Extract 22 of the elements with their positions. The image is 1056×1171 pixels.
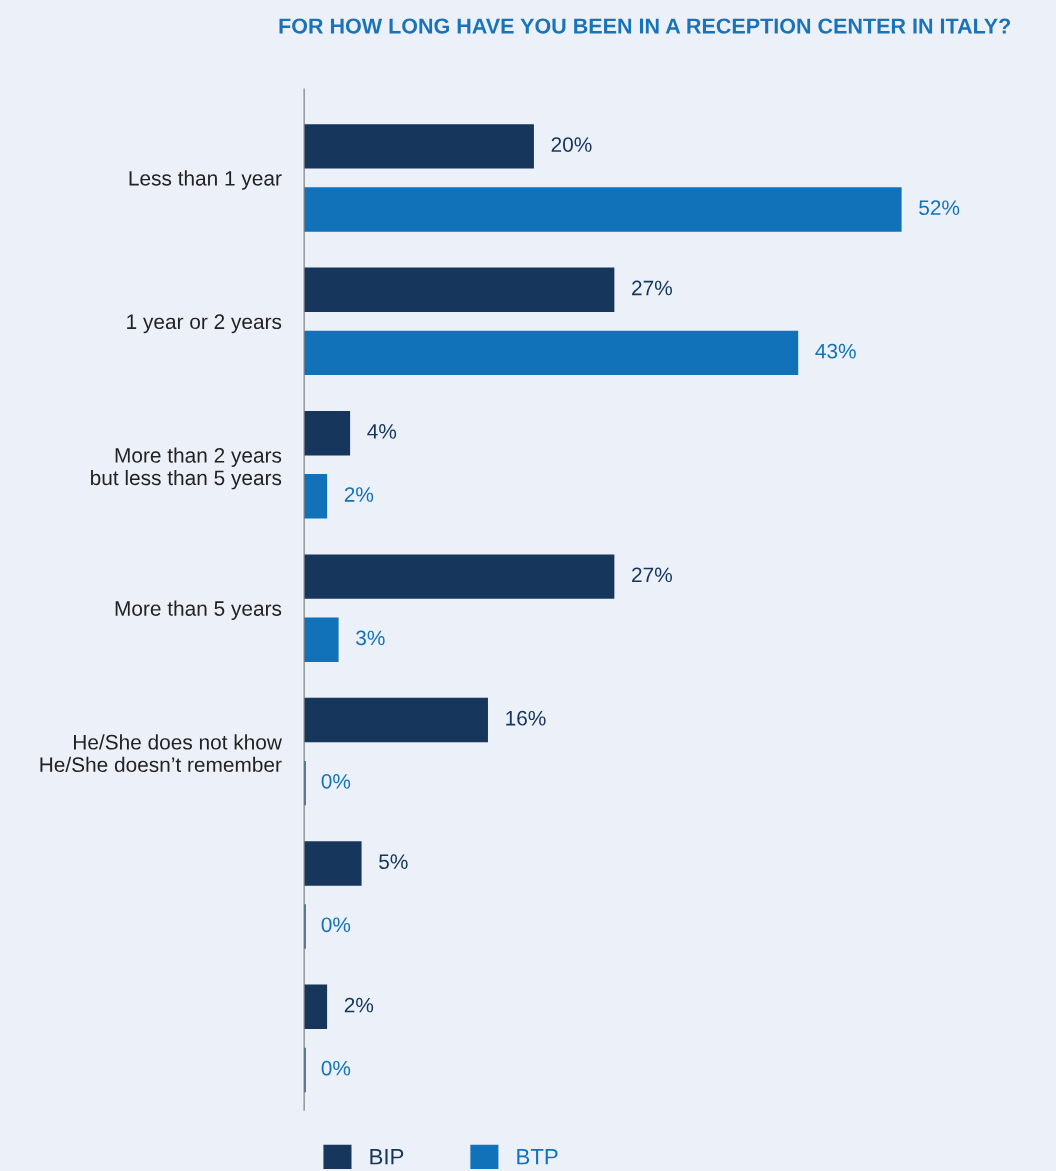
data-label: 0%: [321, 1060, 351, 1076]
chart-title: FOR HOW LONG HAVE YOU BEEN IN A RECEPTION CENTER IN ITALY?: [279, 18, 1011, 34]
y-tick-label: He/She does not khow He/She doesn’t remember: [40, 734, 282, 773]
data-label: 3%: [356, 630, 385, 646]
data-label: 20%: [551, 137, 592, 152]
legend-label: BTP: [517, 1149, 558, 1165]
y-tick-label: More than 5 years: [115, 600, 282, 621]
data-label: 43%: [815, 343, 856, 359]
y-tick-label: More than 2 years but less than 5 years: [91, 447, 282, 490]
data-label: 2%: [344, 487, 374, 502]
legend-label: BIP: [370, 1149, 404, 1165]
data-label: 16%: [506, 710, 546, 726]
data-label: 0%: [321, 773, 351, 789]
data-label: 52%: [919, 200, 960, 216]
data-label: 4%: [367, 424, 397, 439]
y-tick-label: Less than 1 year: [129, 170, 282, 190]
data-label: 5%: [379, 854, 408, 870]
data-label: 2%: [344, 997, 374, 1013]
data-label: 27%: [632, 280, 672, 296]
y-tick-label: 1 year or 2 years: [127, 314, 282, 334]
data-label: 0%: [321, 917, 351, 933]
data-label: 27%: [632, 567, 672, 583]
